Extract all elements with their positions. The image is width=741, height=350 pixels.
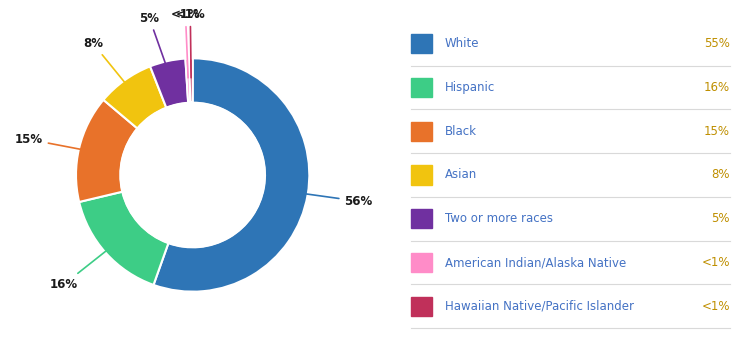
Wedge shape: [153, 58, 309, 292]
Text: <1%: <1%: [702, 256, 730, 269]
Text: 16%: 16%: [704, 81, 730, 94]
Wedge shape: [104, 66, 166, 128]
Text: 15%: 15%: [704, 125, 730, 138]
Text: White: White: [445, 37, 479, 50]
Text: 5%: 5%: [711, 212, 730, 225]
Text: <1%: <1%: [176, 8, 205, 78]
Text: 15%: 15%: [15, 133, 98, 153]
Text: Two or more races: Two or more races: [445, 212, 553, 225]
Text: 55%: 55%: [704, 37, 730, 50]
Text: 8%: 8%: [711, 168, 730, 182]
Text: 56%: 56%: [288, 191, 373, 208]
Text: Black: Black: [445, 125, 476, 138]
Wedge shape: [185, 58, 190, 103]
Text: <1%: <1%: [170, 8, 200, 78]
Wedge shape: [189, 58, 193, 103]
Wedge shape: [150, 58, 188, 108]
Text: Asian: Asian: [445, 168, 477, 182]
Text: 5%: 5%: [139, 12, 171, 80]
Circle shape: [120, 103, 265, 247]
Text: Hawaiian Native/Pacific Islander: Hawaiian Native/Pacific Islander: [445, 300, 634, 313]
Wedge shape: [79, 192, 168, 285]
Wedge shape: [76, 100, 137, 202]
Text: American Indian/Alaska Native: American Indian/Alaska Native: [445, 256, 626, 269]
Text: <1%: <1%: [702, 300, 730, 313]
Text: 8%: 8%: [83, 37, 136, 96]
Text: Hispanic: Hispanic: [445, 81, 495, 94]
Text: 16%: 16%: [50, 240, 120, 291]
